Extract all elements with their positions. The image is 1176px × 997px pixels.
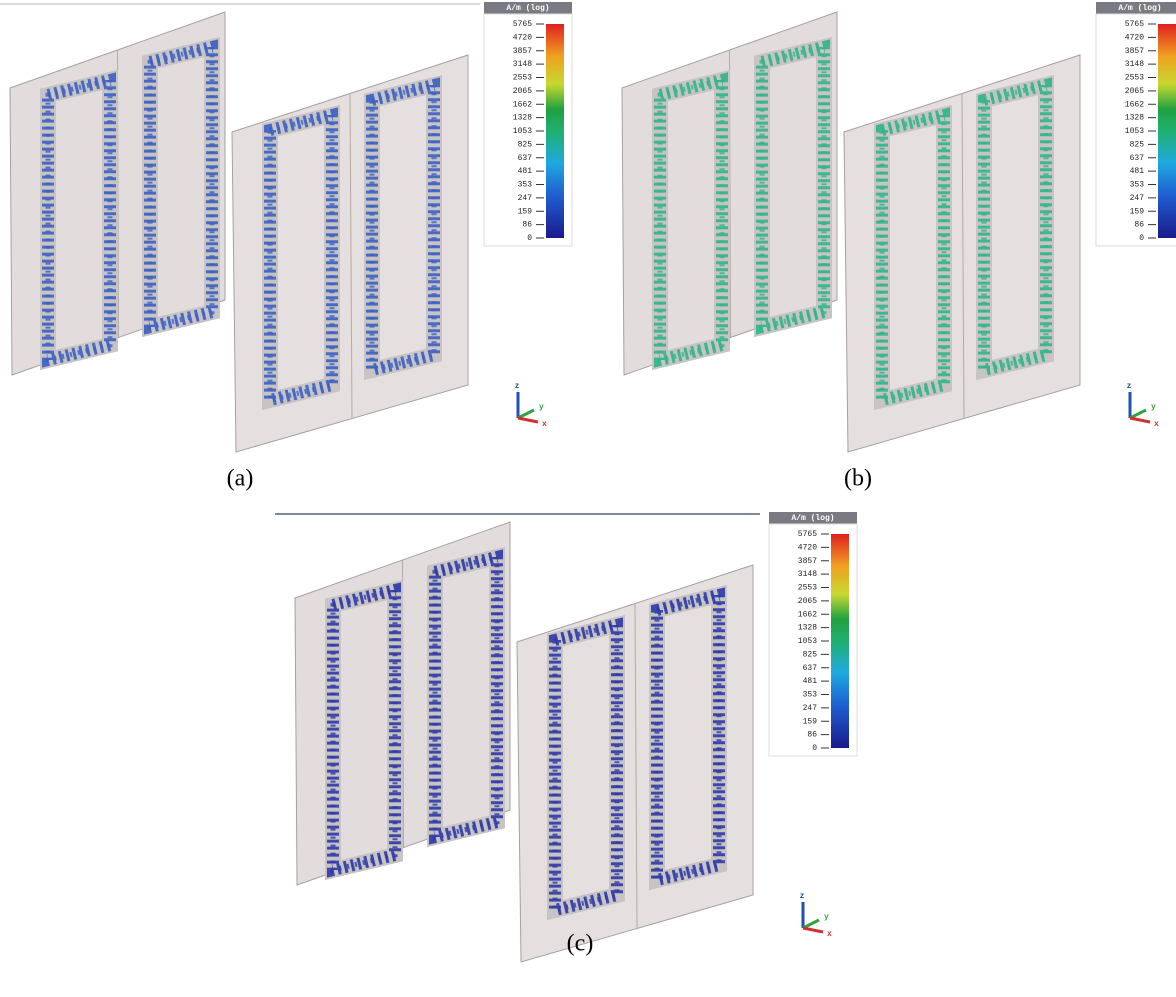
panel: A/m (log) 5765 4720 3857 3148 2553 2065 1662 132… [295, 512, 857, 962]
colorbar: A/m (log) 5765 4720 3857 3148 2553 2065 1662 132… [769, 512, 857, 756]
colorbar-tick-label: 1662 [798, 610, 817, 619]
colorbar-tick-label: 637 [518, 154, 533, 163]
colorbar-tick-label: 3857 [1125, 47, 1144, 56]
colorbar-tick-label: 159 [803, 717, 818, 726]
colorbar-tick-label: 86 [522, 221, 532, 230]
colorbar-tick-label: 637 [1130, 154, 1145, 163]
colorbar-tick-label: 159 [1130, 207, 1145, 216]
colorbar-tick-label: 825 [803, 650, 818, 659]
colorbar-title: A/m (log) [1118, 4, 1161, 13]
colorbar-tick-label: 2553 [798, 584, 817, 593]
colorbar-tick-label: 2065 [513, 87, 532, 96]
colorbar-tick-label: 481 [518, 167, 533, 176]
x-axis [518, 418, 538, 422]
colorbar-tick-label: 353 [1130, 181, 1145, 190]
y-axis [803, 920, 819, 928]
colorbar-tick-label: 2553 [1125, 74, 1144, 83]
colorbar-tick-label: 1662 [1125, 100, 1144, 109]
colorbar-title: A/m (log) [506, 4, 549, 13]
colorbar-gradient [831, 534, 849, 748]
panel: A/m (log) 5765 4720 3857 3148 2553 2065 1662 132… [622, 2, 1176, 452]
x-axis [1130, 418, 1150, 422]
colorbar-tick-label: 1328 [513, 114, 532, 123]
x-axis-label: x [827, 930, 832, 939]
colorbar-tick-label: 247 [803, 704, 818, 713]
x-axis [803, 928, 823, 932]
colorbar-tick-label: 4720 [798, 543, 817, 552]
colorbar-tick-label: 2065 [798, 597, 817, 606]
colorbar-tick-label: 86 [1134, 221, 1144, 230]
axis-triad: z yx [515, 382, 547, 429]
figure-canvas: A/m (log) 5765 4720 3857 3148 2553 2065 1662 132… [0, 0, 1176, 997]
colorbar: A/m (log) 5765 4720 3857 3148 2553 2065 1662 132… [1096, 2, 1176, 246]
panel: A/m (log) 5765 4720 3857 3148 2553 2065 1662 132… [10, 2, 572, 452]
z-axis-label: z [515, 382, 520, 391]
colorbar-tick-label: 1053 [798, 637, 817, 646]
colorbar-tick-label: 3148 [798, 570, 817, 579]
colorbar-tick-label: 5765 [1125, 20, 1144, 29]
colorbar-tick-label: 2065 [1125, 87, 1144, 96]
colorbar-tick-label: 3857 [798, 557, 817, 566]
colorbar-tick-label: 5765 [513, 20, 532, 29]
colorbar-tick-label: 1053 [513, 127, 532, 136]
colorbar: A/m (log) 5765 4720 3857 3148 2553 2065 1662 132… [484, 2, 572, 246]
colorbar-tick-label: 825 [1130, 140, 1145, 149]
colorbar-title: A/m (log) [791, 514, 834, 523]
z-axis-label: z [1127, 382, 1132, 391]
axis-triad: z yx [800, 892, 832, 939]
colorbar-tick-label: 3148 [513, 60, 532, 69]
colorbar-tick-label: 2553 [513, 74, 532, 83]
colorbar-tick-label: 0 [527, 234, 532, 243]
x-axis-label: x [1154, 420, 1159, 429]
colorbar-tick-label: 0 [812, 744, 817, 753]
colorbar-tick-label: 159 [518, 207, 533, 216]
colorbar-tick-label: 247 [1130, 194, 1145, 203]
y-axis-label: y [1151, 403, 1156, 412]
colorbar-tick-label: 1053 [1125, 127, 1144, 136]
colorbar-tick-label: 481 [1130, 167, 1145, 176]
colorbar-gradient [1158, 24, 1176, 238]
y-axis-label: y [824, 913, 829, 922]
y-axis [1130, 410, 1146, 418]
colorbar-gradient [546, 24, 564, 238]
colorbar-tick-label: 247 [518, 194, 533, 203]
colorbar-tick-label: 1662 [513, 100, 532, 109]
z-axis-label: z [800, 892, 805, 901]
y-axis-label: y [539, 403, 544, 412]
panel-label: (c) [567, 931, 594, 957]
colorbar-tick-label: 5765 [798, 530, 817, 539]
colorbar-tick-label: 353 [803, 691, 818, 700]
panel-label: (a) [227, 466, 254, 492]
y-axis [518, 410, 534, 418]
panel-label: (b) [844, 466, 872, 492]
colorbar-tick-label: 3148 [1125, 60, 1144, 69]
figure: A/m (log) 5765 4720 3857 3148 2553 2065 1662 132… [0, 0, 1176, 997]
x-axis-label: x [542, 420, 547, 429]
colorbar-tick-label: 353 [518, 181, 533, 190]
colorbar-tick-label: 86 [807, 731, 817, 740]
colorbar-tick-label: 637 [803, 664, 818, 673]
colorbar-tick-label: 4720 [1125, 33, 1144, 42]
colorbar-tick-label: 4720 [513, 33, 532, 42]
axis-triad: z yx [1127, 382, 1159, 429]
colorbar-tick-label: 825 [518, 140, 533, 149]
colorbar-tick-label: 0 [1139, 234, 1144, 243]
colorbar-tick-label: 3857 [513, 47, 532, 56]
colorbar-tick-label: 1328 [1125, 114, 1144, 123]
colorbar-tick-label: 1328 [798, 624, 817, 633]
colorbar-tick-label: 481 [803, 677, 818, 686]
